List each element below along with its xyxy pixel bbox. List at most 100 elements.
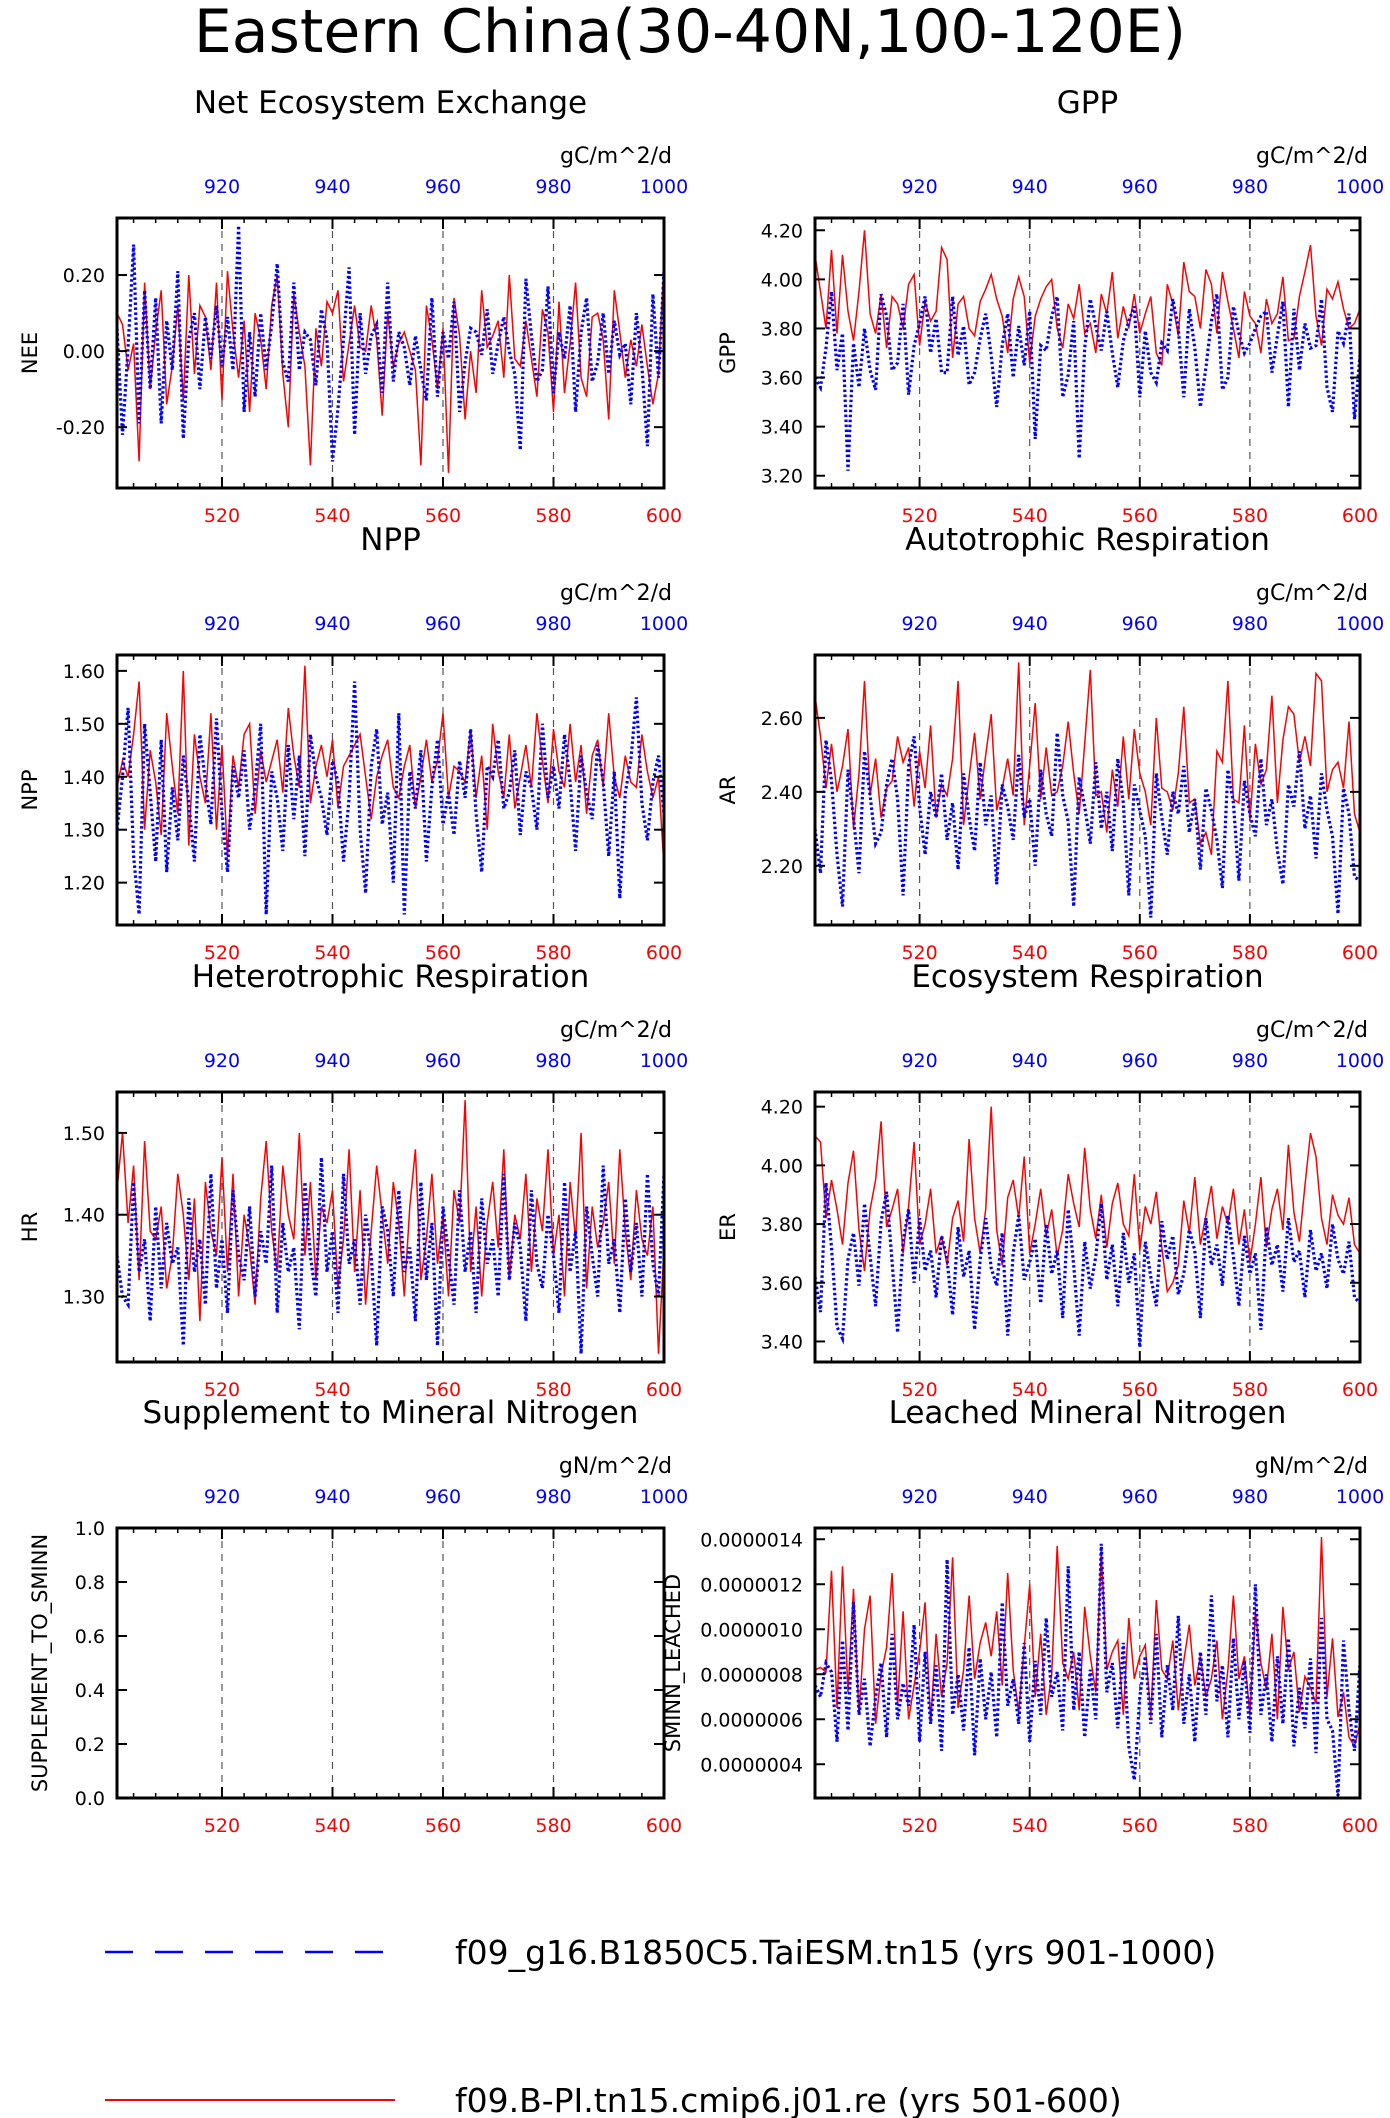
plot-frame — [813, 1526, 1362, 1800]
y-tick-label: 4.20 — [761, 220, 803, 242]
x-tick-label-top: 1000 — [1336, 1486, 1384, 1508]
series-line-cmip6 — [815, 230, 1360, 366]
plot-frame — [115, 1090, 666, 1364]
x-tick-label-bottom: 560 — [425, 942, 461, 964]
x-tick-label-top: 980 — [1232, 1486, 1268, 1508]
y-tick-label: 0.8 — [75, 1572, 105, 1594]
y-tick-label: 1.30 — [63, 820, 105, 842]
y-tick-label: 1.60 — [63, 661, 105, 683]
legend: f09_g16.B1850C5.TaiESM.tn15 (yrs 901-100… — [105, 1933, 1216, 2118]
x-tick-label-bottom: 520 — [901, 1379, 937, 1401]
x-tick-label-top: 960 — [425, 613, 461, 635]
x-tick-label-bottom: 560 — [1122, 1379, 1158, 1401]
x-tick-label-top: 920 — [204, 176, 240, 198]
series-line-tai-esm — [117, 681, 664, 915]
x-tick-label-top: 960 — [1122, 613, 1158, 635]
units-label: gC/m^2/d — [560, 144, 672, 169]
x-tick-label-top: 940 — [314, 1486, 350, 1508]
panel-title: Ecosystem Respiration — [911, 959, 1263, 995]
x-tick-label-top: 980 — [535, 1050, 571, 1072]
x-tick-label-top: 980 — [1232, 613, 1268, 635]
x-tick-label-bottom: 520 — [901, 942, 937, 964]
plot-frame — [813, 216, 1362, 490]
x-tick-label-top: 960 — [425, 176, 461, 198]
y-axis-label: NEE — [18, 332, 42, 374]
y-tick-label: 0.0000008 — [700, 1664, 803, 1686]
y-tick-label: 0.6 — [75, 1626, 105, 1648]
panel-7: Supplement to Mineral Nitrogen gN/m^2/d 0.… — [28, 1395, 688, 1837]
x-tick-label-bottom: 540 — [1012, 505, 1048, 527]
y-axis-label: AR — [716, 776, 740, 805]
y-tick-label: 0.0 — [75, 1788, 105, 1810]
x-tick-label-top: 920 — [901, 613, 937, 635]
y-axis-label: HR — [18, 1212, 42, 1242]
units-label: gC/m^2/d — [1256, 581, 1368, 606]
x-tick-label-bottom: 580 — [535, 505, 571, 527]
x-tick-label-top: 980 — [535, 613, 571, 635]
figure-title: Eastern China(30-40N,100-120E) — [194, 0, 1186, 67]
x-tick-label-bottom: 560 — [425, 1379, 461, 1401]
x-tick-label-bottom: 560 — [425, 1815, 461, 1837]
y-tick-label: -0.20 — [56, 417, 105, 439]
y-tick-label: 3.80 — [761, 318, 803, 340]
y-axis-label: NPP — [18, 769, 42, 810]
panel-title: Supplement to Mineral Nitrogen — [143, 1395, 639, 1431]
y-tick-label: 4.00 — [761, 1155, 803, 1177]
x-tick-label-top: 920 — [901, 1486, 937, 1508]
x-tick-label-bottom: 520 — [901, 1815, 937, 1837]
x-tick-label-top: 960 — [1122, 1050, 1158, 1072]
units-label: gC/m^2/d — [560, 581, 672, 606]
series-line-tai-esm — [815, 291, 1360, 471]
panel-title: Autotrophic Respiration — [905, 522, 1270, 558]
x-tick-label-bottom: 520 — [901, 505, 937, 527]
x-tick-label-bottom: 580 — [1232, 942, 1268, 964]
x-tick-label-bottom: 540 — [314, 942, 350, 964]
panel-6: Ecosystem Respiration gC/m^2/d 3.40 3.60 3.8… — [716, 959, 1384, 1401]
y-axis-label: SUPPLEMENT_TO_SMINN — [28, 1534, 53, 1792]
x-tick-label-top: 920 — [901, 176, 937, 198]
x-tick-label-bottom: 580 — [1232, 505, 1268, 527]
units-label: gC/m^2/d — [560, 1018, 672, 1043]
x-tick-label-top: 940 — [1012, 176, 1048, 198]
x-tick-label-top: 1000 — [640, 176, 688, 198]
x-tick-label-bottom: 520 — [204, 1815, 240, 1837]
x-tick-label-top: 960 — [425, 1486, 461, 1508]
x-tick-label-top: 1000 — [1336, 1050, 1384, 1072]
legend-label-tai-esm: f09_g16.B1850C5.TaiESM.tn15 (yrs 901-100… — [455, 1933, 1216, 1972]
x-tick-label-bottom: 560 — [1122, 942, 1158, 964]
x-tick-label-top: 940 — [314, 613, 350, 635]
x-tick-label-bottom: 540 — [314, 1815, 350, 1837]
y-tick-label: 1.20 — [63, 873, 105, 895]
plot-frame — [813, 653, 1362, 927]
panel-1: Net Ecosystem Exchange gC/m^2/d -0.20 0.00 0… — [18, 85, 688, 527]
y-tick-label: 1.50 — [63, 1123, 105, 1145]
y-tick-label: 3.80 — [761, 1214, 803, 1236]
x-tick-label-bottom: 540 — [1012, 1815, 1048, 1837]
x-tick-label-bottom: 580 — [535, 1379, 571, 1401]
x-tick-label-bottom: 560 — [1122, 505, 1158, 527]
series-line-tai-esm — [117, 1157, 664, 1354]
y-axis-label: ER — [716, 1213, 740, 1241]
x-tick-label-bottom: 600 — [1342, 1815, 1378, 1837]
x-tick-label-bottom: 540 — [314, 505, 350, 527]
x-tick-label-top: 960 — [1122, 1486, 1158, 1508]
series-line-tai-esm — [117, 225, 664, 462]
x-tick-label-top: 980 — [1232, 176, 1268, 198]
series-line-tai-esm — [815, 1182, 1360, 1348]
x-tick-label-bottom: 600 — [646, 1815, 682, 1837]
y-tick-label: 0.0000006 — [700, 1709, 803, 1731]
x-tick-label-top: 1000 — [640, 1486, 688, 1508]
y-tick-label: 1.0 — [75, 1518, 105, 1540]
y-tick-label: 4.20 — [761, 1097, 803, 1119]
plot-frame — [813, 1090, 1362, 1364]
y-tick-label: 0.20 — [63, 265, 105, 287]
series-line-cmip6 — [815, 662, 1360, 855]
panel-4: Autotrophic Respiration gC/m^2/d 2.20 2.40 2… — [716, 522, 1384, 964]
y-tick-label: 1.50 — [63, 714, 105, 736]
y-tick-label: 3.40 — [761, 417, 803, 439]
y-tick-label: 2.20 — [761, 856, 803, 878]
x-tick-label-top: 940 — [314, 176, 350, 198]
x-tick-label-top: 920 — [204, 1486, 240, 1508]
x-tick-label-bottom: 540 — [314, 1379, 350, 1401]
